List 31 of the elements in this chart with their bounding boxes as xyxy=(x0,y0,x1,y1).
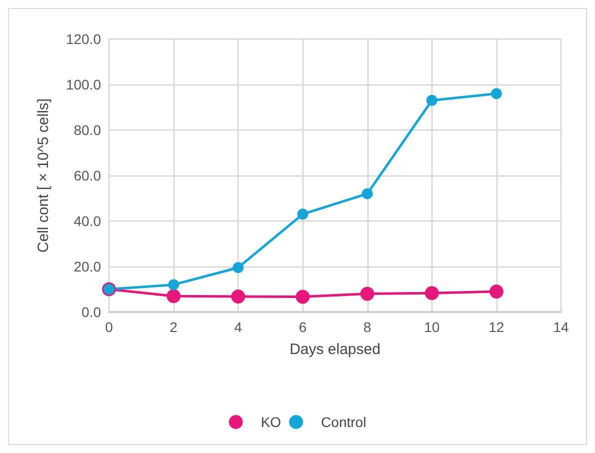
point xyxy=(362,188,373,200)
point xyxy=(489,284,504,299)
x-tick-label: 4 xyxy=(234,319,242,335)
point xyxy=(360,286,374,301)
point xyxy=(490,88,502,100)
x-tick-label: 10 xyxy=(424,319,440,335)
point xyxy=(296,290,310,304)
y-tick-label: 40.0 xyxy=(74,213,102,229)
x-tick-label: 2 xyxy=(170,319,178,335)
y-tick-label: 80.0 xyxy=(74,122,102,138)
y-axis-title: Cell cont [ × 10^5 cells] xyxy=(35,98,52,253)
point xyxy=(424,286,439,300)
point xyxy=(426,94,438,106)
x-tick-label: 8 xyxy=(363,319,372,335)
point xyxy=(166,289,181,304)
point xyxy=(168,279,180,290)
x-tick-label: 12 xyxy=(488,319,504,335)
y-tick-label: 0.0 xyxy=(82,304,102,320)
legend-label: Control xyxy=(321,414,366,430)
x-tick-label: 0 xyxy=(105,319,114,335)
y-tick-label: 120.0 xyxy=(66,31,102,47)
point xyxy=(297,208,308,220)
y-tick-label: 100.0 xyxy=(66,76,102,92)
y-tick-label: 60.0 xyxy=(74,168,102,184)
point xyxy=(231,290,246,304)
legend-label: KO xyxy=(260,414,282,430)
x-tick-label: 14 xyxy=(553,319,569,335)
point xyxy=(232,262,244,274)
x-tick-label: 6 xyxy=(298,319,307,335)
y-tick-label: 20.0 xyxy=(74,258,102,274)
x-axis-title: Days elapsed xyxy=(290,341,380,358)
